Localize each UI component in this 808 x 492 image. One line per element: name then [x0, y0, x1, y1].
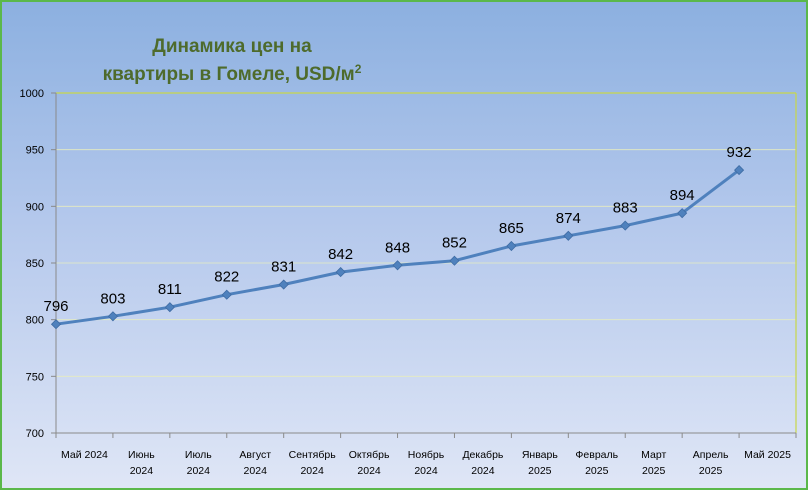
data-label: 803: [100, 290, 125, 307]
x-tick-label: Октябрь: [349, 449, 390, 461]
x-tick-label: Февраль: [575, 449, 618, 461]
series-price: [50, 165, 745, 330]
x-tick-label: 2024: [357, 465, 381, 477]
chart-title-line-1: Динамика цен на: [152, 36, 312, 57]
data-label: 932: [727, 144, 752, 161]
data-label: 848: [385, 239, 410, 256]
chart-title-superscript: 2: [355, 62, 362, 76]
data-label: 822: [214, 269, 239, 286]
data-point: [506, 240, 517, 252]
data-point: [563, 230, 574, 241]
data-point: [164, 302, 175, 313]
data-point: [278, 279, 289, 290]
data-point: [221, 289, 232, 300]
x-tick-label: Ноябрь: [408, 449, 445, 461]
x-tick-label: 2024: [130, 465, 154, 477]
data-label: 865: [499, 220, 524, 237]
x-tick-label: Август: [239, 449, 271, 461]
x-tick-label: Май 2024: [61, 449, 108, 461]
x-tick-label: 2025: [642, 465, 666, 477]
x-tick-label: 2024: [414, 465, 438, 477]
data-label: 883: [613, 200, 638, 217]
x-tick-label: 2024: [187, 465, 211, 477]
y-tick-label: 1000: [20, 88, 44, 100]
chart-title-text: квартиры в Гомеле, USD/м: [103, 64, 355, 85]
x-tick-label: Май 2025: [744, 449, 791, 461]
x-tick-label: Март: [641, 449, 666, 461]
x-tick-label: 2025: [528, 465, 552, 477]
x-tick-label: Декабрь: [462, 449, 503, 461]
y-tick-label: 750: [26, 371, 44, 383]
y-tick-label: 900: [26, 201, 44, 213]
data-labels: 796 803 811 822 831 842 848 852 865 874 883 894 932: [43, 144, 751, 315]
data-label: 874: [556, 210, 581, 227]
y-tick-label: 700: [26, 428, 44, 440]
x-tick-label: 2024: [471, 465, 495, 477]
data-point: [734, 165, 745, 176]
x-tick-label: 2024: [244, 465, 268, 477]
data-label: 842: [328, 246, 353, 263]
data-point: [392, 260, 403, 271]
y-tick-label: 950: [26, 145, 44, 157]
x-tick-label: 2025: [585, 465, 609, 477]
x-tick-label: 2024: [300, 465, 324, 477]
data-point: [335, 267, 346, 278]
data-label: 852: [442, 235, 467, 252]
x-tick-label: Сентябрь: [289, 449, 337, 461]
data-point: [677, 208, 688, 219]
chart-title-line-2: квартиры в Гомеле, USD/м2: [103, 62, 362, 85]
data-point: [107, 311, 118, 322]
y-tick-label: 850: [26, 258, 44, 270]
x-tick-label: Апрель: [693, 449, 729, 461]
axes: 700 750 800 850 900 950 1000 Май 2024 Июнь 2024 Ию…: [20, 88, 797, 477]
x-tick-label: Июнь: [128, 449, 155, 461]
data-label: 831: [271, 259, 296, 276]
data-label: 796: [43, 298, 68, 315]
data-point: [620, 220, 631, 231]
x-tick-label: Январь: [522, 449, 559, 461]
data-point: [449, 255, 460, 266]
data-label: 894: [670, 187, 695, 204]
x-tick-label: Июль: [185, 449, 212, 461]
x-tick-label: 2025: [699, 465, 723, 477]
y-tick-label: 800: [26, 315, 44, 327]
data-point: [50, 319, 62, 330]
data-label: 811: [158, 281, 182, 298]
